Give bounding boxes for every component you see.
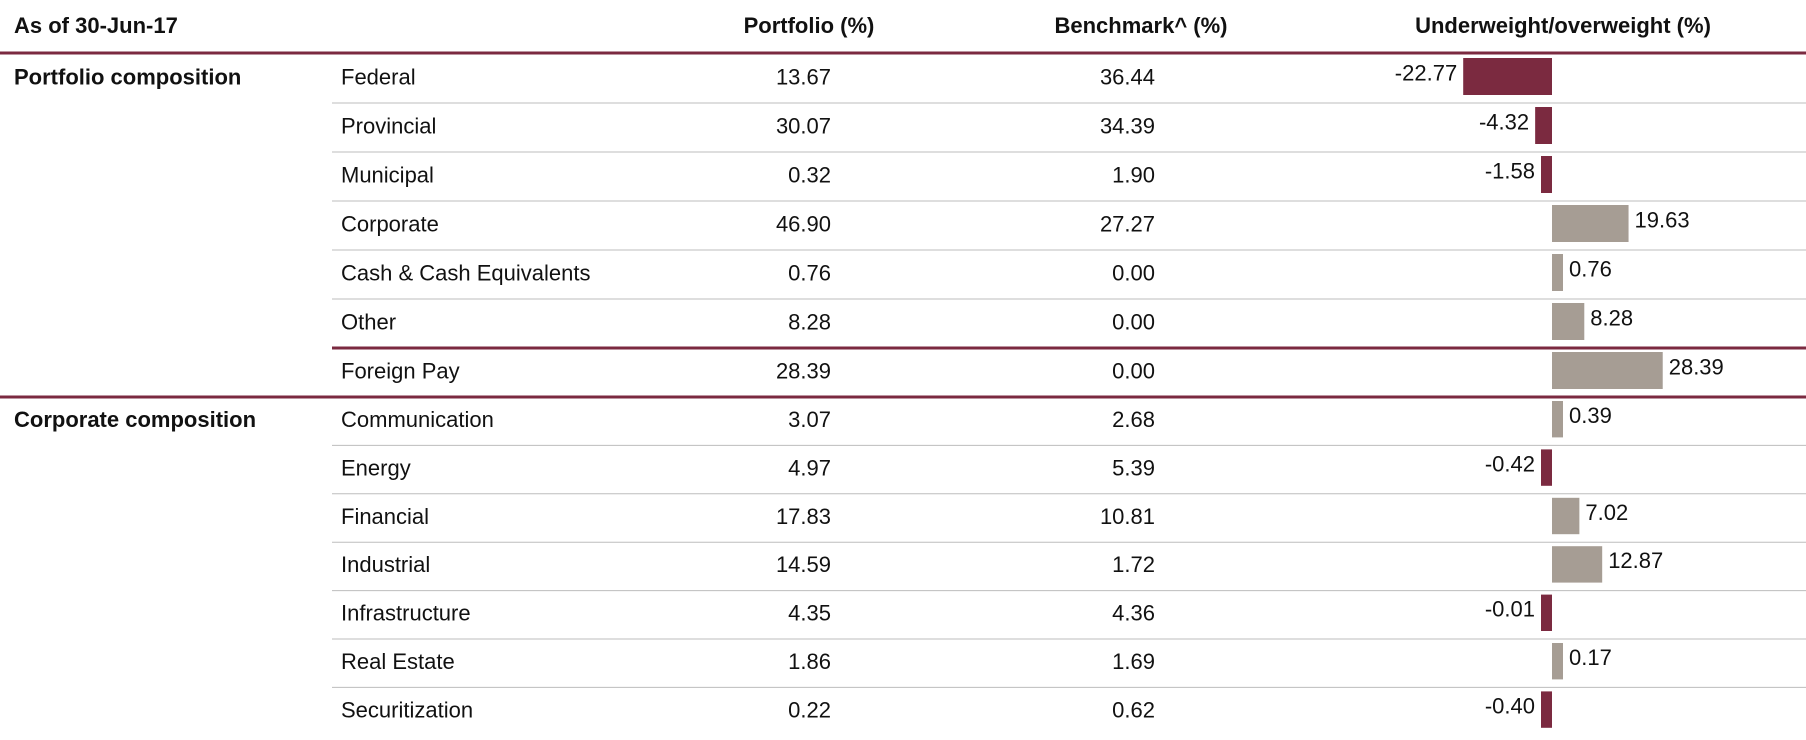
row-name: Provincial [341, 113, 436, 138]
portfolio-value: 28.39 [776, 358, 831, 383]
active-label: -0.40 [1485, 693, 1535, 718]
active-label: -0.01 [1485, 597, 1535, 622]
benchmark-value: 0.62 [1112, 697, 1155, 722]
active-header: Underweight/overweight (%) [1415, 13, 1711, 38]
portfolio-value: 8.28 [788, 309, 831, 334]
portfolio-value: 13.67 [776, 64, 831, 89]
benchmark-value: 1.72 [1112, 552, 1155, 577]
row-name: Infrastructure [341, 601, 471, 626]
active-bar [1552, 205, 1629, 242]
row-name: Real Estate [341, 649, 455, 674]
row-name: Federal [341, 64, 416, 89]
row-name: Energy [341, 455, 411, 480]
active-label: 8.28 [1590, 305, 1633, 330]
portfolio-value: 0.76 [788, 260, 831, 285]
active-bar [1541, 691, 1552, 728]
portfolio-value: 3.07 [788, 407, 831, 432]
active-bar [1535, 107, 1552, 144]
active-label: -4.32 [1479, 109, 1529, 134]
row-name: Industrial [341, 552, 430, 577]
active-bar [1552, 497, 1580, 535]
active-bar [1463, 58, 1552, 95]
benchmark-value: 27.27 [1100, 211, 1155, 236]
portfolio-value: 17.83 [776, 504, 831, 529]
active-label: 0.17 [1569, 645, 1612, 670]
portfolio-value: 14.59 [776, 552, 831, 577]
portfolio-value: 4.35 [788, 601, 831, 626]
row-name: Municipal [341, 162, 434, 187]
section-title: Corporate composition [14, 407, 256, 432]
portfolio-value: 46.90 [776, 211, 831, 236]
benchmark-value: 2.68 [1112, 407, 1155, 432]
row-name: Foreign Pay [341, 358, 460, 383]
portfolio-value: 4.97 [788, 455, 831, 480]
active-bar [1552, 401, 1563, 438]
active-bar [1541, 449, 1552, 486]
active-label: -22.77 [1395, 60, 1457, 85]
active-bar [1552, 546, 1603, 583]
portfolio-value: 30.07 [776, 113, 831, 138]
portfolio-value: 0.22 [788, 697, 831, 722]
benchmark-value: 36.44 [1100, 64, 1155, 89]
active-bar [1541, 156, 1552, 193]
section-title: Portfolio composition [14, 64, 241, 89]
row-name: Corporate [341, 211, 439, 236]
active-label: 0.76 [1569, 256, 1612, 281]
active-bar [1552, 352, 1663, 389]
active-bar [1541, 594, 1552, 631]
active-bar [1552, 643, 1563, 680]
row-name: Cash & Cash Equivalents [341, 260, 590, 285]
benchmark-value: 0.00 [1112, 309, 1155, 334]
row-name: Communication [341, 407, 494, 432]
active-label: 7.02 [1585, 500, 1628, 525]
benchmark-value: 34.39 [1100, 113, 1155, 138]
benchmark-value: 4.36 [1112, 601, 1155, 626]
active-label: 0.39 [1569, 403, 1612, 428]
benchmark-value: 0.00 [1112, 358, 1155, 383]
active-bar [1552, 254, 1563, 291]
portfolio-header: Portfolio (%) [744, 13, 875, 38]
active-label: 12.87 [1608, 548, 1663, 573]
benchmark-value: 0.00 [1112, 260, 1155, 285]
active-label: 19.63 [1635, 207, 1690, 232]
active-bar [1552, 303, 1585, 340]
benchmark-value: 5.39 [1112, 455, 1155, 480]
portfolio-value: 1.86 [788, 649, 831, 674]
portfolio-value: 0.32 [788, 162, 831, 187]
row-name: Other [341, 309, 396, 334]
benchmark-value: 1.90 [1112, 162, 1155, 187]
row-name: Securitization [341, 697, 473, 722]
active-label: -0.42 [1485, 451, 1535, 476]
active-label: -1.58 [1485, 158, 1535, 183]
row-name: Financial [341, 504, 429, 529]
benchmark-header: Benchmark^ (%) [1054, 13, 1227, 38]
benchmark-value: 10.81 [1100, 504, 1155, 529]
active-label: 28.39 [1669, 354, 1724, 379]
date-header: As of 30-Jun-17 [14, 13, 178, 38]
benchmark-value: 1.69 [1112, 649, 1155, 674]
